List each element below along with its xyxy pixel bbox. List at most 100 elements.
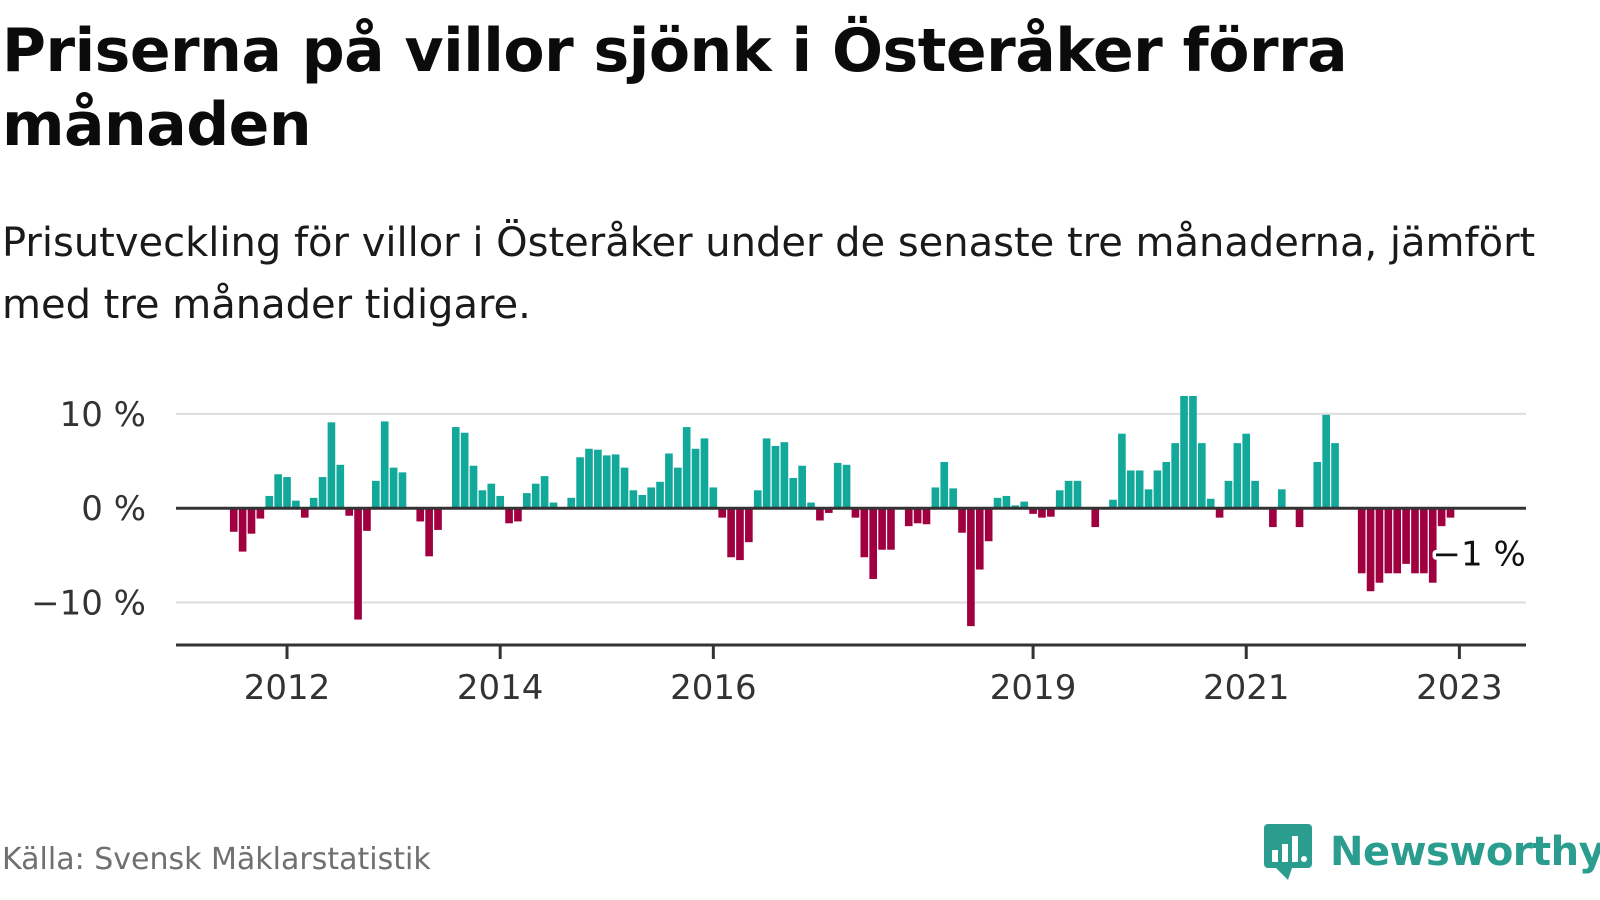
bar xyxy=(1144,489,1153,509)
bar xyxy=(487,483,496,509)
bar xyxy=(1171,443,1179,509)
bar xyxy=(904,508,913,527)
source-note: Källa: Svensk Mäklarstatistik xyxy=(2,842,431,877)
bar xyxy=(753,490,762,509)
bar xyxy=(1384,508,1393,574)
bar xyxy=(1428,508,1437,583)
y-tick-label: −10 % xyxy=(31,584,146,624)
bar xyxy=(1366,508,1375,592)
bar xyxy=(727,508,735,558)
bar xyxy=(993,497,1002,509)
chart-subtitle: Prisutveckling för villor i Österåker un… xyxy=(2,220,1536,328)
bar xyxy=(496,495,504,509)
bar xyxy=(389,467,398,509)
bar xyxy=(567,497,576,509)
bar xyxy=(833,462,842,509)
bar xyxy=(647,487,655,509)
bar xyxy=(309,497,318,509)
bar xyxy=(798,465,806,509)
y-tick-label: 10 % xyxy=(60,395,146,435)
bar xyxy=(931,487,940,509)
x-tick-label: 2019 xyxy=(990,668,1077,708)
bar xyxy=(505,508,513,524)
bar xyxy=(824,508,833,513)
bar xyxy=(434,508,442,530)
bar xyxy=(958,508,966,533)
bar xyxy=(1153,470,1162,509)
bar xyxy=(1189,395,1197,509)
bar xyxy=(1322,414,1330,509)
bar xyxy=(425,508,433,557)
bar xyxy=(247,508,256,534)
bar xyxy=(1091,508,1100,528)
bar xyxy=(363,508,371,531)
bar xyxy=(292,500,300,509)
bar xyxy=(1020,501,1029,509)
bar xyxy=(318,477,327,509)
bar xyxy=(1135,470,1144,509)
bar xyxy=(807,502,815,509)
bar xyxy=(682,427,691,509)
bar xyxy=(549,502,558,509)
bar xyxy=(1109,499,1117,509)
bar xyxy=(1313,461,1322,509)
bar xyxy=(372,480,380,509)
bar xyxy=(354,508,362,620)
bar xyxy=(887,508,895,550)
bar xyxy=(229,508,238,532)
bar xyxy=(300,508,309,518)
bar xyxy=(1242,433,1251,509)
bar xyxy=(1064,480,1073,509)
bar xyxy=(1295,508,1304,528)
x-tick-label: 2021 xyxy=(1203,668,1290,708)
brand-name: Newsworthy xyxy=(1330,829,1600,875)
bar xyxy=(531,483,540,509)
bar xyxy=(1047,508,1055,517)
bar xyxy=(1215,508,1224,518)
chart-title: Priserna på villor sjönk i Österåker för… xyxy=(2,16,1348,160)
bar xyxy=(745,508,753,543)
newsworthy-logo[interactable]: Newsworthy xyxy=(1262,822,1600,882)
bar xyxy=(1162,461,1171,509)
bar xyxy=(1029,508,1037,514)
bar xyxy=(345,508,354,516)
bar xyxy=(638,495,647,509)
bar xyxy=(540,476,549,509)
bar xyxy=(602,455,611,509)
bar xyxy=(1357,508,1366,574)
bar xyxy=(460,432,469,509)
bar xyxy=(611,454,620,509)
bar xyxy=(585,448,593,509)
bar xyxy=(842,464,851,509)
bar xyxy=(1224,480,1233,509)
bar xyxy=(238,508,247,552)
bar xyxy=(1233,443,1242,509)
bar xyxy=(851,508,860,518)
last-value-annotation: −1 % xyxy=(1429,531,1529,578)
bar-chart: 10 % 0 % −10 % 2012 2014 2016 2019 2021 2023 −1… xyxy=(31,395,1529,708)
x-tick-label: 2012 xyxy=(244,668,331,708)
bar xyxy=(736,508,744,561)
x-tick-label: 2014 xyxy=(457,668,544,708)
bar xyxy=(274,474,282,509)
bar xyxy=(869,508,878,579)
bar-series xyxy=(229,395,1455,627)
bar xyxy=(620,467,629,509)
bar xyxy=(789,478,798,509)
bar xyxy=(1277,489,1286,509)
y-tick-label: 0 % xyxy=(81,489,146,529)
bar xyxy=(629,490,638,509)
bar xyxy=(523,493,531,509)
bar xyxy=(1402,508,1410,564)
bar xyxy=(327,422,336,509)
bar xyxy=(576,457,584,509)
bar xyxy=(1331,443,1339,509)
bar xyxy=(283,477,291,509)
bar xyxy=(1038,508,1046,518)
bar xyxy=(700,438,709,509)
bar xyxy=(1393,508,1402,574)
bar xyxy=(1002,495,1011,509)
bar xyxy=(398,472,407,509)
bar xyxy=(514,508,522,522)
bar xyxy=(1198,443,1206,509)
